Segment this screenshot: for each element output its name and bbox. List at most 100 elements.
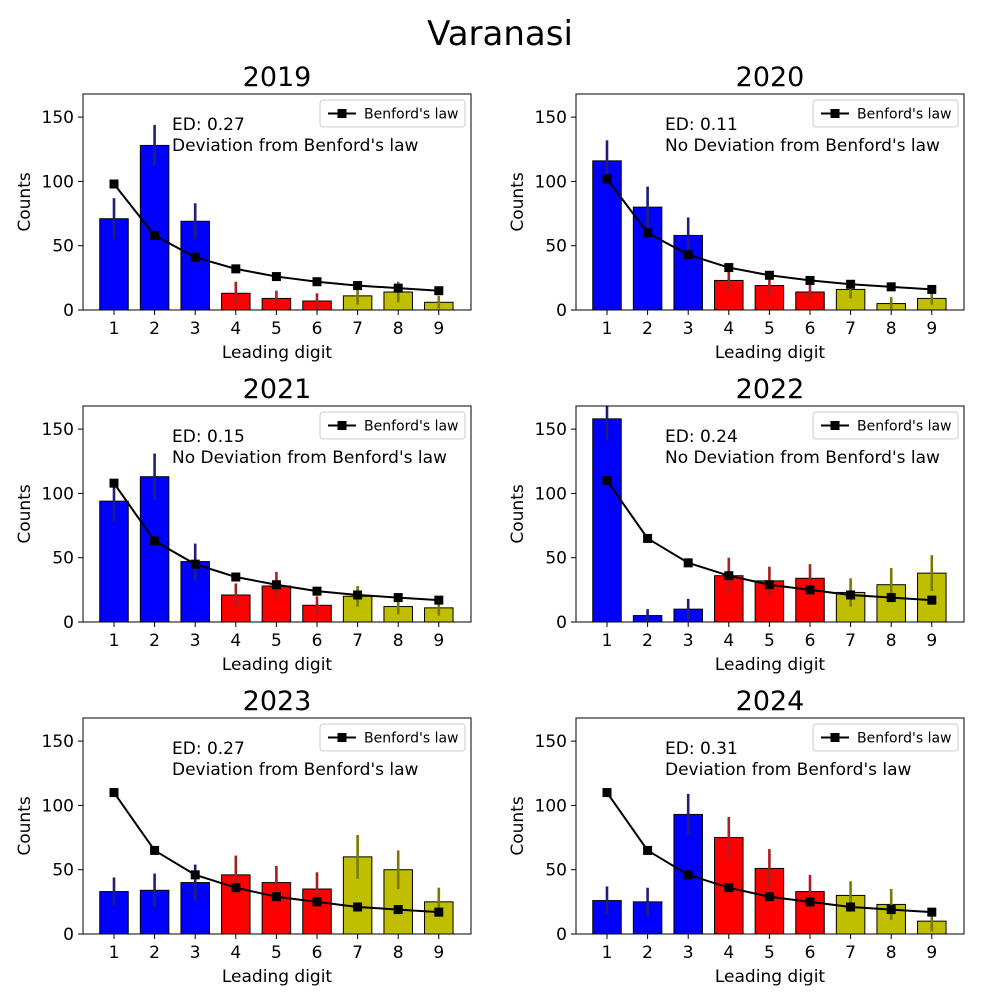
benford-marker-8	[886, 905, 896, 915]
benford-marker-9	[434, 286, 444, 296]
legend-box	[812, 99, 959, 128]
x-tick-label: 9	[433, 631, 444, 651]
x-tick-label: 8	[393, 319, 404, 339]
benford-marker-7	[353, 902, 363, 912]
x-tick-label: 3	[683, 943, 694, 963]
y-tick-label: 0	[63, 925, 74, 945]
x-tick-label: 8	[886, 319, 897, 339]
benford-marker-5	[271, 272, 281, 282]
chart-panel-2021: 0 50 100 150 1 2 3 4 5 6 7 8 9 Leading digit Counts 202…	[15, 374, 472, 675]
benford-marker-4	[724, 883, 734, 893]
benford-marker-6	[805, 275, 815, 285]
x-tick-label: 7	[845, 943, 856, 963]
benford-marker-3	[683, 558, 693, 568]
legend-label: Benford's law	[857, 731, 952, 747]
benford-marker-3	[683, 870, 693, 880]
benford-marker-2	[150, 536, 160, 546]
axes-frame	[82, 405, 472, 623]
plot-area	[592, 788, 947, 934]
x-tick-label: 1	[602, 943, 613, 963]
x-tick-label: 3	[190, 319, 201, 339]
benford-marker-6	[312, 897, 322, 907]
deviation-annotation: Deviation from Benford's law	[172, 760, 419, 780]
y-tick-label: 0	[556, 613, 567, 633]
subplot-title: 2024	[736, 686, 805, 717]
y-tick-label: 100	[42, 796, 74, 816]
subplot-title: 2020	[736, 62, 805, 93]
axes-frame	[575, 93, 965, 311]
benford-marker-5	[271, 580, 281, 590]
x-tick-label: 9	[433, 319, 444, 339]
bar-1	[592, 418, 622, 622]
x-axis-label: Leading digit	[222, 967, 333, 987]
legend: Benford's law	[812, 723, 959, 752]
benford-marker-7	[846, 279, 856, 289]
y-tick-label: 100	[535, 172, 567, 192]
benford-marker-2	[643, 228, 653, 238]
x-tick-label: 6	[312, 943, 323, 963]
y-axis-label: Counts	[15, 484, 35, 543]
ed-annotation: ED: 0.15	[172, 427, 245, 447]
legend: Benford's law	[319, 99, 466, 128]
y-axis-label: Counts	[15, 796, 35, 855]
x-tick-label: 4	[230, 631, 241, 651]
x-axis-label: Leading digit	[715, 655, 826, 675]
x-axis-label: Leading digit	[715, 967, 826, 987]
x-tick-label: 8	[886, 631, 897, 651]
benford-marker-1	[602, 788, 612, 798]
benford-marker-3	[190, 870, 200, 880]
y-tick-label: 0	[63, 613, 74, 633]
legend-label: Benford's law	[364, 731, 459, 747]
x-tick-label: 5	[764, 319, 775, 339]
chart-panel-2024: 0 50 100 150 1 2 3 4 5 6 7 8 9 Leading digit Counts 202…	[508, 686, 965, 987]
legend-box	[812, 411, 959, 440]
x-tick-label: 8	[393, 943, 404, 963]
y-tick-label: 50	[52, 861, 74, 881]
x-tick-label: 2	[642, 943, 653, 963]
deviation-annotation: No Deviation from Benford's law	[172, 448, 447, 468]
benford-marker-9	[434, 907, 444, 917]
x-tick-label: 2	[149, 631, 160, 651]
benford-marker-6	[805, 897, 815, 907]
x-tick-label: 2	[149, 943, 160, 963]
y-tick-label: 0	[63, 301, 74, 321]
legend-marker-swatch	[830, 733, 840, 742]
benford-marker-2	[643, 533, 653, 543]
x-tick-label: 3	[683, 319, 694, 339]
x-tick-label: 7	[352, 319, 363, 339]
subplot-title: 2023	[243, 686, 312, 717]
subplot-title: 2021	[243, 374, 312, 405]
y-tick-label: 50	[545, 237, 567, 257]
y-axis-label: Counts	[15, 172, 35, 231]
x-tick-label: 6	[312, 319, 323, 339]
x-tick-label: 7	[845, 319, 856, 339]
bar-2	[139, 476, 170, 622]
y-tick-label: 150	[535, 732, 567, 752]
legend-marker-swatch	[337, 421, 347, 430]
benford-marker-4	[231, 883, 241, 893]
legend: Benford's law	[812, 99, 959, 128]
x-tick-label: 1	[109, 943, 120, 963]
x-tick-label: 5	[764, 943, 775, 963]
axes-frame	[575, 717, 965, 935]
benford-marker-7	[353, 281, 363, 291]
legend-marker-swatch	[830, 109, 840, 118]
legend-box	[319, 723, 466, 752]
benford-marker-9	[927, 284, 937, 294]
plot-area	[99, 124, 454, 310]
benford-marker-7	[353, 590, 363, 600]
x-tick-label: 3	[190, 631, 201, 651]
chart-panel-2023: 0 50 100 150 1 2 3 4 5 6 7 8 9 Leading digit Counts 202…	[15, 686, 472, 987]
legend-label: Benford's law	[364, 107, 459, 123]
legend-label: Benford's law	[857, 419, 952, 435]
plot-area	[592, 140, 947, 310]
y-tick-label: 100	[535, 484, 567, 504]
x-tick-label: 2	[642, 319, 653, 339]
benford-marker-3	[190, 559, 200, 569]
figure-title: Varanasi	[427, 14, 573, 54]
benford-marker-1	[109, 179, 119, 189]
x-tick-label: 9	[433, 943, 444, 963]
legend-label: Benford's law	[857, 107, 952, 123]
x-axis-label: Leading digit	[715, 343, 826, 363]
benford-marker-6	[805, 585, 815, 595]
